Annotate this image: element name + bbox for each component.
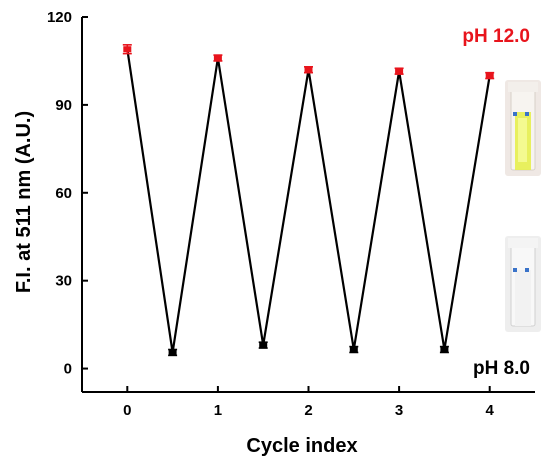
data-marker (304, 66, 313, 73)
x-tick-label: 1 (214, 402, 222, 419)
data-marker (440, 346, 449, 353)
x-axis-title: Cycle index (246, 435, 357, 457)
data-point-low (258, 341, 268, 349)
data-marker (259, 342, 268, 349)
data-points (122, 44, 495, 357)
y-tick-label: 90 (55, 97, 72, 114)
data-point-low (439, 345, 449, 354)
y-axis-title: F.I. at 511 nm (A.U.) (13, 111, 35, 293)
x-tick-label: 0 (123, 402, 131, 419)
data-marker (123, 46, 132, 53)
data-point-low (349, 345, 359, 354)
data-point-high (394, 67, 404, 75)
ticks: 0 30 60 90 120 0 1 2 3 4 (47, 9, 495, 419)
data-point-high (213, 54, 223, 62)
annotation-ph-high: pH 12.0 (462, 26, 530, 47)
data-marker (349, 346, 358, 353)
data-marker (485, 72, 494, 79)
cuvette-photo-low-ph (505, 236, 541, 332)
series-path (126, 49, 491, 353)
cuvette-photo-high-ph (505, 80, 541, 176)
data-point-low (168, 348, 178, 357)
data-point-high (485, 71, 495, 80)
data-marker (213, 55, 222, 62)
y-tick-label: 30 (55, 273, 72, 290)
data-point-high (304, 66, 313, 74)
y-tick-label: 120 (47, 9, 72, 26)
y-tick-label: 0 (64, 361, 72, 378)
x-tick-label: 4 (486, 402, 495, 419)
annotation-ph-low: pH 8.0 (473, 358, 530, 379)
series-line (126, 49, 491, 353)
x-tick-label: 3 (395, 402, 403, 419)
y-tick-label: 60 (55, 185, 72, 202)
x-tick-label: 2 (304, 402, 312, 419)
data-marker (168, 349, 177, 356)
data-point-high (122, 44, 132, 55)
data-marker (395, 68, 404, 75)
